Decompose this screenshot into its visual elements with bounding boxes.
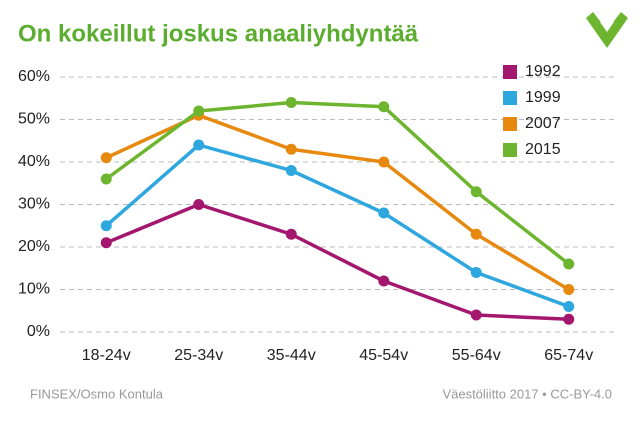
legend-label: 2015	[525, 141, 561, 158]
data-point	[100, 220, 112, 232]
data-point	[193, 139, 205, 151]
data-point	[193, 105, 205, 117]
data-point	[285, 143, 297, 155]
x-tick-label: 55-64v	[452, 347, 501, 364]
y-tick-label: 10%	[18, 281, 50, 298]
data-point	[563, 258, 575, 270]
x-tick-label: 35-44v	[267, 347, 316, 364]
y-tick-label: 30%	[18, 196, 50, 213]
y-tick-label: 20%	[18, 238, 50, 255]
data-point	[285, 165, 297, 176]
data-point	[563, 301, 575, 312]
legend-swatch	[503, 143, 517, 157]
data-point	[563, 313, 575, 325]
data-point	[100, 152, 112, 164]
series-line	[105, 113, 570, 292]
series-line	[105, 202, 569, 321]
x-tick-label: 18-24v	[82, 347, 131, 364]
legend-label: 1999	[525, 89, 561, 106]
data-point	[285, 97, 297, 108]
data-point	[285, 228, 297, 240]
data-point	[470, 228, 482, 240]
data-point	[563, 284, 575, 295]
legend-swatch	[503, 65, 517, 79]
legend-swatch	[503, 91, 517, 105]
series-line	[105, 100, 570, 266]
x-tick-label: 65-74v	[544, 347, 593, 364]
chart-title: On kokeillut joskus anaaliyhdyntää	[18, 20, 419, 47]
data-point	[378, 207, 390, 219]
data-point	[193, 199, 205, 210]
source: FINSEX/Osmo Kontula	[30, 386, 164, 401]
x-tick-label: 45-54v	[359, 347, 408, 364]
data-point	[378, 156, 390, 168]
credit: Väestöliitto 2017 • CC-BY-4.0	[442, 386, 612, 401]
logo	[586, 12, 628, 48]
data-point	[470, 309, 482, 321]
data-point	[100, 237, 112, 249]
data-point	[378, 275, 390, 287]
y-tick-label: 0%	[27, 323, 50, 340]
data-point	[378, 101, 390, 113]
data-point	[470, 267, 482, 278]
data-point	[470, 186, 482, 198]
data-point	[100, 173, 112, 185]
legend-label: 2007	[525, 115, 561, 132]
legend-label: 1992	[525, 63, 561, 80]
y-tick-label: 50%	[18, 111, 50, 128]
x-tick-label: 25-34v	[174, 347, 223, 364]
legend-swatch	[503, 117, 517, 131]
y-tick-label: 40%	[18, 153, 50, 170]
series-line	[105, 143, 570, 309]
y-tick-label: 60%	[18, 68, 50, 85]
